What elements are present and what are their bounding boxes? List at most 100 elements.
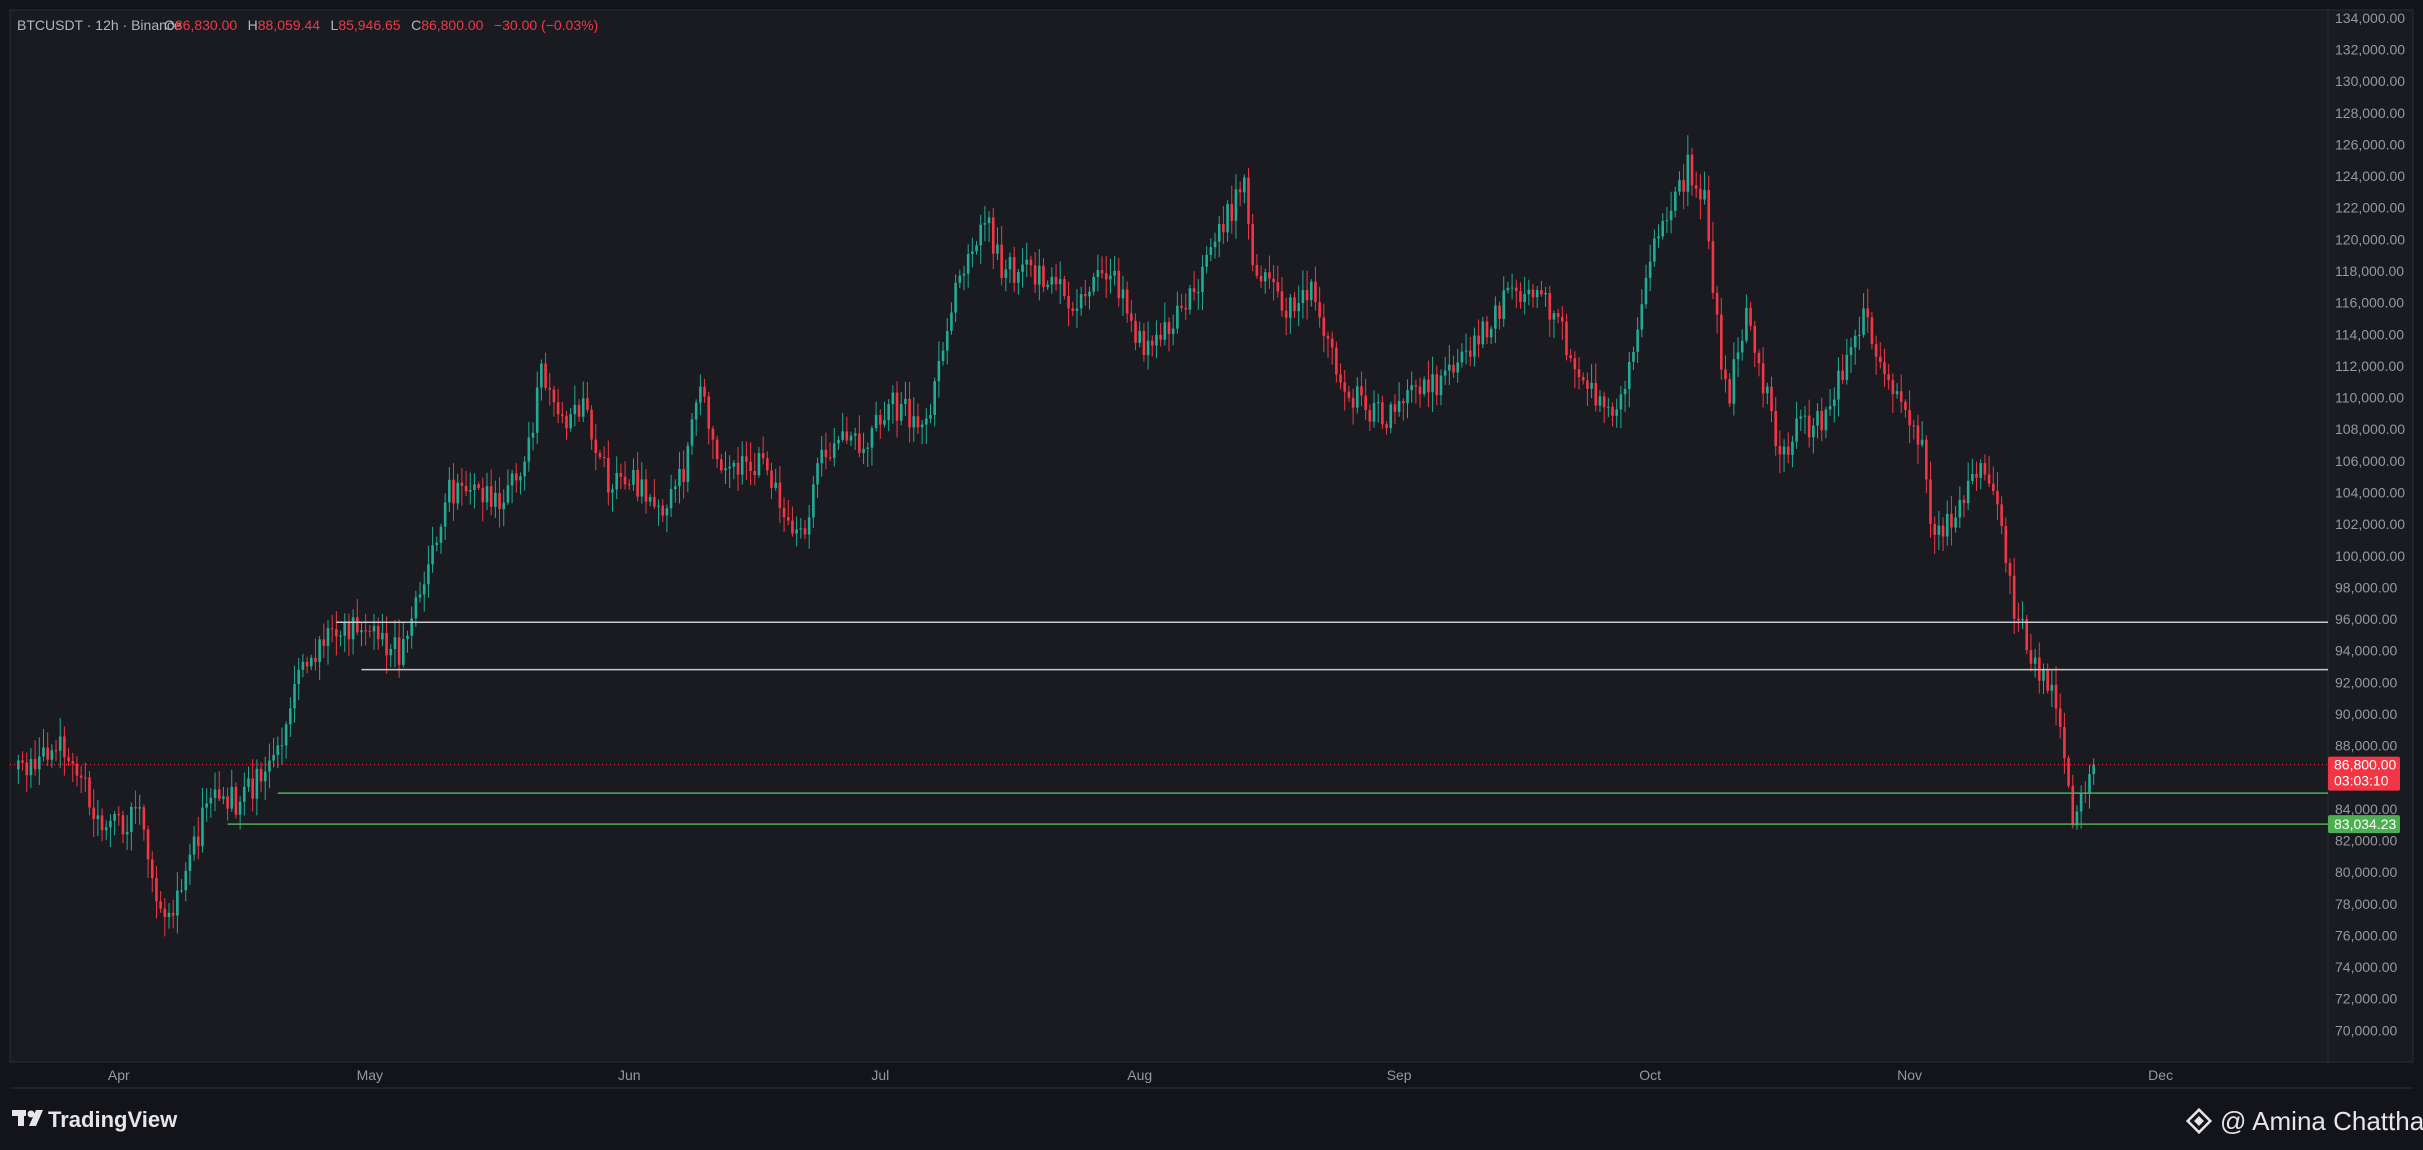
candle-body bbox=[1690, 154, 1694, 186]
candle-body bbox=[682, 468, 685, 483]
candle-body bbox=[975, 245, 978, 252]
candle-body bbox=[548, 387, 552, 390]
candle-body bbox=[2029, 650, 2033, 664]
candle-body bbox=[1431, 374, 1434, 393]
candle-body bbox=[351, 617, 355, 640]
candle-body bbox=[715, 439, 719, 460]
candle-body bbox=[1121, 289, 1125, 299]
candle-body bbox=[1820, 410, 1824, 431]
candle-body bbox=[1217, 224, 1221, 242]
candle-body bbox=[293, 684, 296, 709]
y-tick-label: 130,000.00 bbox=[2335, 73, 2405, 89]
candle-body bbox=[1816, 410, 1819, 426]
candle-body bbox=[1514, 287, 1518, 292]
candle-body bbox=[1728, 379, 1731, 404]
candle-body bbox=[908, 398, 911, 428]
candle-body bbox=[1711, 241, 1715, 293]
candle-body bbox=[1987, 474, 1991, 484]
candle-body bbox=[841, 431, 844, 440]
candle-body bbox=[448, 479, 451, 503]
candle-body bbox=[1745, 307, 1748, 341]
candle-body bbox=[1519, 291, 1522, 303]
candle-body bbox=[1063, 279, 1066, 296]
candle-body bbox=[925, 418, 928, 425]
candle-body bbox=[209, 797, 213, 804]
candle-body bbox=[1247, 177, 1250, 225]
candle-body bbox=[402, 639, 405, 665]
candle-body bbox=[1991, 483, 1995, 491]
candle-body bbox=[1866, 308, 1870, 318]
candle-body bbox=[184, 870, 188, 891]
candle-body bbox=[1222, 224, 1225, 233]
candle-body bbox=[983, 223, 987, 225]
candle-body bbox=[1464, 350, 1468, 352]
open-key: O bbox=[164, 17, 175, 33]
candle-body bbox=[343, 622, 347, 636]
candle-body bbox=[1360, 386, 1363, 396]
y-tick-label: 120,000.00 bbox=[2335, 231, 2405, 247]
candle-body bbox=[1268, 272, 1271, 279]
candle-body bbox=[1130, 313, 1133, 321]
candle-body bbox=[883, 420, 886, 425]
candle-body bbox=[1289, 297, 1292, 318]
candle-body bbox=[301, 661, 305, 670]
candle-body bbox=[2075, 811, 2079, 826]
candle-body bbox=[1623, 388, 1627, 395]
candle-body bbox=[167, 912, 171, 918]
candle-body bbox=[297, 669, 301, 685]
chart-background bbox=[9, 9, 2329, 1063]
candle-body bbox=[1171, 328, 1175, 335]
candle-body bbox=[1368, 410, 1372, 422]
candle-body bbox=[1807, 415, 1811, 438]
candle-body bbox=[523, 461, 526, 477]
candle-body bbox=[1184, 307, 1188, 310]
candle-body bbox=[991, 217, 995, 254]
support-label: 83,034.23 bbox=[2334, 816, 2396, 832]
candle-body bbox=[1046, 284, 1049, 288]
candle-body bbox=[1050, 276, 1054, 285]
candle-body bbox=[1054, 276, 1058, 285]
candle-body bbox=[2021, 618, 2024, 621]
candle-body bbox=[1109, 275, 1112, 280]
candle-body bbox=[1615, 409, 1619, 416]
candle-body bbox=[1025, 259, 1029, 265]
candle-body bbox=[581, 398, 585, 417]
candle-body bbox=[1853, 335, 1857, 348]
candle-body bbox=[690, 419, 694, 446]
candle-body bbox=[962, 273, 966, 276]
candle-body bbox=[217, 789, 221, 799]
candle-body bbox=[1485, 321, 1489, 338]
candle-body bbox=[623, 476, 627, 485]
y-tick-label: 122,000.00 bbox=[2335, 200, 2405, 216]
candle-body bbox=[1230, 203, 1234, 221]
candle-body bbox=[644, 479, 648, 502]
candle-body bbox=[1473, 335, 1476, 357]
candle-body bbox=[1644, 277, 1648, 305]
tradingview-logo[interactable]: TradingView bbox=[12, 1107, 178, 1132]
candle-body bbox=[1243, 177, 1246, 193]
candle-body bbox=[452, 479, 455, 504]
candle-body bbox=[878, 414, 882, 425]
candle-body bbox=[234, 786, 238, 815]
candle-body bbox=[1071, 308, 1075, 311]
symbol-label[interactable]: BTCUSDT · 12h · Binance bbox=[17, 17, 182, 33]
candle-body bbox=[1138, 330, 1142, 343]
candle-body bbox=[1096, 270, 1100, 277]
candle-body bbox=[1494, 305, 1497, 329]
candle-body bbox=[1832, 399, 1836, 407]
candle-body bbox=[1489, 328, 1493, 338]
candle-body bbox=[1418, 386, 1422, 395]
candle-body bbox=[376, 626, 380, 640]
candle-body bbox=[1088, 291, 1091, 297]
candle-body bbox=[1448, 364, 1451, 371]
last-price-label: 86,800.00 bbox=[2334, 757, 2396, 773]
x-tick-label: Oct bbox=[1639, 1067, 1661, 1083]
candle-body bbox=[1607, 406, 1610, 408]
candle-body bbox=[929, 415, 932, 419]
candle-body bbox=[510, 473, 514, 486]
candle-body bbox=[1657, 236, 1660, 239]
candle-body bbox=[1284, 310, 1288, 318]
candle-body bbox=[1929, 479, 1932, 524]
candle-body bbox=[657, 505, 660, 507]
